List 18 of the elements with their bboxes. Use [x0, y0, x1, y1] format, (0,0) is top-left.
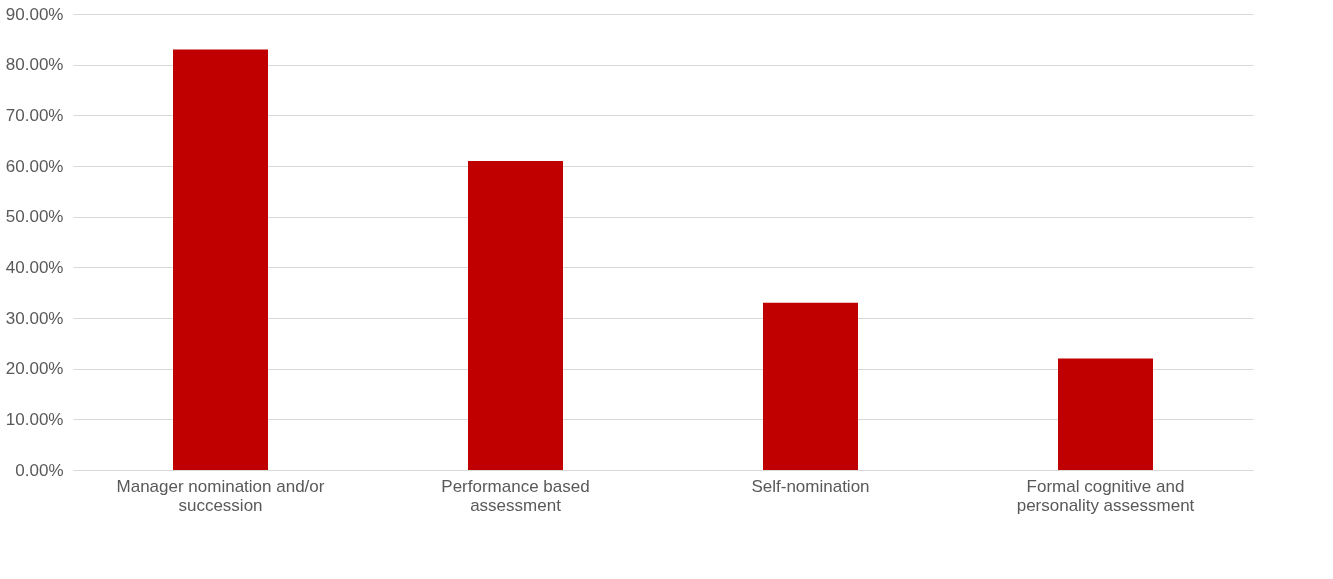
x-tick-label: Performance based assessment [441, 476, 590, 515]
y-tick-label: 90.00% [5, 4, 64, 24]
bar [173, 49, 268, 470]
y-tick-label: 0.00% [15, 460, 64, 480]
x-tick-label: Self-nomination [751, 476, 870, 496]
y-tick-label: 10.00% [5, 409, 64, 429]
bar [1058, 358, 1153, 470]
x-tick-label: Manager nomination and/or succession [116, 476, 325, 515]
y-tick-label: 70.00% [5, 105, 64, 125]
y-tick-label: 50.00% [5, 207, 64, 227]
y-tick-label: 80.00% [5, 55, 64, 75]
bar [763, 302, 858, 470]
x-tick-label: Formal cognitive and personality assessment [1016, 476, 1195, 515]
bar [468, 160, 563, 470]
y-tick-label: 20.00% [5, 359, 64, 379]
y-tick-label: 40.00% [5, 257, 64, 277]
y-tick-label: 60.00% [5, 156, 64, 176]
y-tick-label: 30.00% [5, 308, 64, 328]
